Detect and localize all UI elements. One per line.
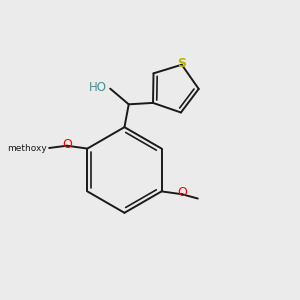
Text: O: O <box>177 186 187 199</box>
Text: HO: HO <box>89 81 107 94</box>
Text: methoxy: methoxy <box>7 143 47 152</box>
Text: S: S <box>177 56 186 70</box>
Text: O: O <box>62 137 72 151</box>
